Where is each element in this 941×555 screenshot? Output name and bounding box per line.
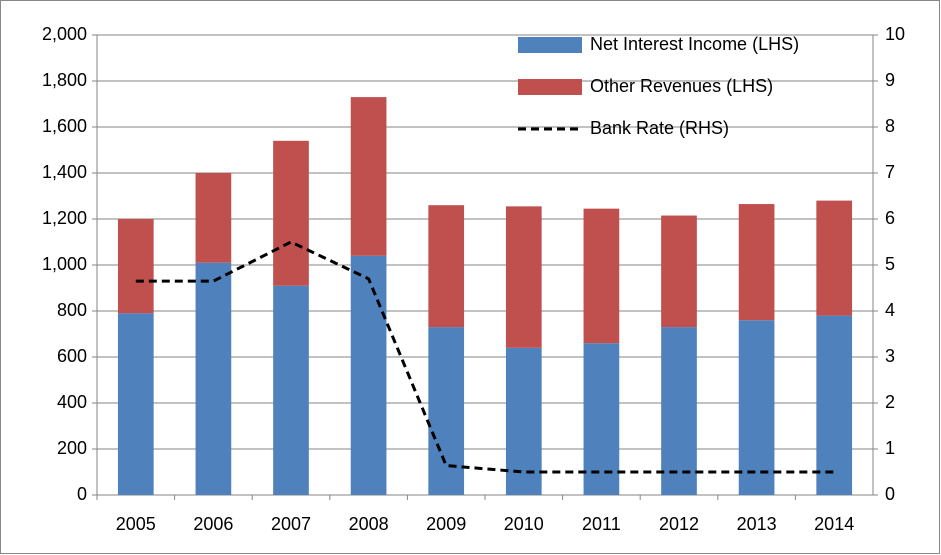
- bar: [195, 173, 232, 263]
- bar: [816, 315, 853, 495]
- bar: [117, 313, 154, 495]
- x-tick-label: 2010: [504, 514, 544, 534]
- y-tick-label: 200: [57, 438, 87, 458]
- y-tick-label: 1,600: [42, 116, 87, 136]
- y2-tick-label: 1: [885, 438, 895, 458]
- y-tick-label: 400: [57, 392, 87, 412]
- y2-tick-label: 4: [885, 300, 895, 320]
- x-tick-label: 2013: [737, 514, 777, 534]
- bar: [816, 200, 853, 316]
- legend-label: Net Interest Income (LHS): [590, 34, 799, 54]
- y-tick-label: 0: [77, 484, 87, 504]
- legend-swatch: [518, 79, 582, 95]
- y2-tick-label: 3: [885, 346, 895, 366]
- x-tick-label: 2006: [193, 514, 233, 534]
- x-tick-label: 2009: [426, 514, 466, 534]
- x-tick-label: 2008: [349, 514, 389, 534]
- bar: [350, 97, 387, 256]
- bar: [738, 204, 775, 321]
- x-tick-label: 2005: [116, 514, 156, 534]
- y-tick-label: 800: [57, 300, 87, 320]
- bar: [661, 215, 697, 328]
- bar: [738, 320, 775, 495]
- bar: [583, 343, 620, 495]
- bar: [661, 327, 697, 495]
- y2-tick-label: 0: [885, 484, 895, 504]
- bar: [428, 327, 465, 495]
- bar: [273, 140, 309, 286]
- bar: [505, 206, 542, 348]
- y-tick-label: 2,000: [42, 24, 87, 44]
- bar: [117, 219, 154, 314]
- bar: [583, 208, 620, 344]
- x-tick-label: 2012: [659, 514, 699, 534]
- bar: [273, 285, 309, 495]
- y-tick-label: 1,800: [42, 70, 87, 90]
- line: [135, 240, 835, 474]
- bar: [505, 347, 542, 495]
- legend-swatch: [518, 37, 582, 53]
- y2-tick-label: 10: [885, 24, 905, 44]
- x-tick-label: 2007: [271, 514, 311, 534]
- y2-tick-label: 7: [885, 162, 895, 182]
- x-tick-label: 2011: [582, 514, 621, 534]
- legend-label: Bank Rate (RHS): [590, 118, 729, 138]
- y2-tick-label: 8: [885, 116, 895, 136]
- y2-tick-label: 9: [885, 70, 895, 90]
- y-tick-label: 1,200: [42, 208, 87, 228]
- y-tick-label: 1,000: [42, 254, 87, 274]
- y2-tick-label: 5: [885, 254, 895, 274]
- bar: [350, 255, 387, 495]
- y-tick-label: 600: [57, 346, 87, 366]
- y-tick-label: 1,400: [42, 162, 87, 182]
- bar: [428, 205, 465, 328]
- x-tick-label: 2014: [814, 514, 854, 534]
- bar: [195, 262, 232, 495]
- legend-label: Other Revenues (LHS): [590, 76, 773, 96]
- y2-tick-label: 2: [885, 392, 895, 412]
- y2-tick-label: 6: [885, 208, 895, 228]
